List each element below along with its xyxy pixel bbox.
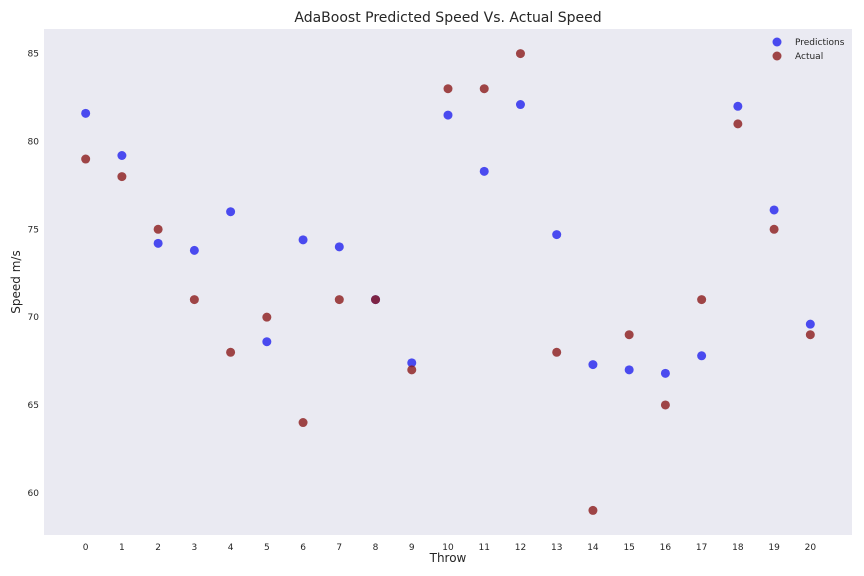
x-tick-label: 13: [551, 543, 562, 553]
point-actual: [443, 84, 453, 94]
x-tick-label: 8: [373, 543, 379, 553]
x-tick-label: 2: [155, 543, 161, 553]
point-predictions: [588, 360, 598, 370]
point-predictions: [189, 245, 199, 255]
point-actual: [298, 418, 308, 428]
x-axis-label: Throw: [429, 551, 467, 565]
y-axis-label: Speed m/s: [9, 250, 23, 313]
point-actual: [660, 400, 670, 410]
point-actual: [805, 330, 815, 340]
point-actual: [117, 172, 127, 182]
point-actual: [226, 347, 236, 357]
point-actual: [588, 505, 598, 515]
point-predictions: [117, 151, 127, 160]
y-tick-labels: 60 65 70 75 80 85: [28, 50, 40, 499]
x-tick-label: 18: [732, 543, 744, 553]
x-tick-label: 10: [442, 543, 454, 553]
x-tick-label: 7: [336, 543, 342, 553]
x-tick-label: 14: [587, 543, 599, 553]
point-actual: [624, 330, 634, 340]
point-predictions: [298, 235, 308, 245]
point-actual: [153, 224, 163, 234]
point-predictions: [479, 166, 489, 176]
x-tick-label: 17: [696, 543, 707, 553]
point-predictions: [407, 358, 417, 368]
x-tick-label: 9: [409, 543, 415, 553]
point-actual: [697, 295, 707, 305]
x-tick-label: 12: [515, 543, 526, 553]
legend-label-predictions: Predictions: [795, 38, 845, 48]
point-actual: [733, 119, 743, 129]
point-actual: [479, 84, 489, 94]
point-predictions: [697, 351, 707, 361]
x-tick-labels: 0 1 2 3 4 5 6 7 8 9 10 11 12 13 14 15 16 17 18 19 20: [83, 543, 817, 553]
point-actual: [769, 224, 779, 234]
legend: Predictions Actual: [772, 37, 845, 62]
y-tick-label: 65: [28, 401, 39, 411]
point-predictions: [769, 205, 779, 215]
point-actual: [371, 295, 381, 305]
y-tick-label: 70: [28, 313, 40, 323]
point-actual: [552, 347, 562, 357]
point-actual: [515, 49, 525, 59]
point-predictions: [153, 238, 163, 248]
y-tick-label: 60: [28, 489, 40, 499]
legend-label-actual: Actual: [795, 52, 823, 62]
point-predictions: [262, 337, 272, 347]
point-predictions: [443, 110, 453, 120]
y-tick-label: 85: [28, 50, 39, 60]
x-tick-label: 16: [660, 543, 672, 553]
x-tick-label: 1: [119, 543, 125, 553]
x-tick-label: 11: [479, 543, 490, 553]
point-predictions: [81, 108, 91, 118]
x-tick-label: 3: [192, 543, 198, 553]
point-actual: [407, 365, 417, 375]
legend-marker-actual: [772, 51, 782, 61]
point-actual: [189, 295, 199, 305]
legend-marker-predictions: [772, 37, 782, 47]
x-tick-label: 0: [83, 543, 89, 553]
point-predictions: [733, 101, 743, 111]
data-points: [81, 49, 815, 515]
point-predictions: [552, 230, 562, 240]
x-tick-label: 6: [300, 543, 306, 553]
point-predictions: [226, 207, 236, 217]
x-tick-label: 4: [228, 543, 234, 553]
x-tick-label: 20: [805, 543, 817, 553]
chart-title: AdaBoost Predicted Speed Vs. Actual Spee…: [294, 10, 601, 26]
x-tick-label: 15: [623, 543, 634, 553]
point-actual: [262, 312, 272, 322]
x-tick-label: 5: [264, 543, 270, 553]
point-predictions: [515, 100, 525, 110]
point-predictions: [805, 319, 815, 329]
y-tick-label: 80: [28, 137, 40, 147]
plot-area: [44, 29, 852, 535]
y-tick-label: 75: [28, 225, 39, 235]
point-actual: [334, 295, 344, 305]
x-tick-label: 19: [768, 543, 780, 553]
point-predictions: [624, 365, 634, 375]
point-predictions: [334, 242, 344, 252]
point-actual: [81, 154, 91, 164]
point-predictions: [660, 368, 670, 378]
